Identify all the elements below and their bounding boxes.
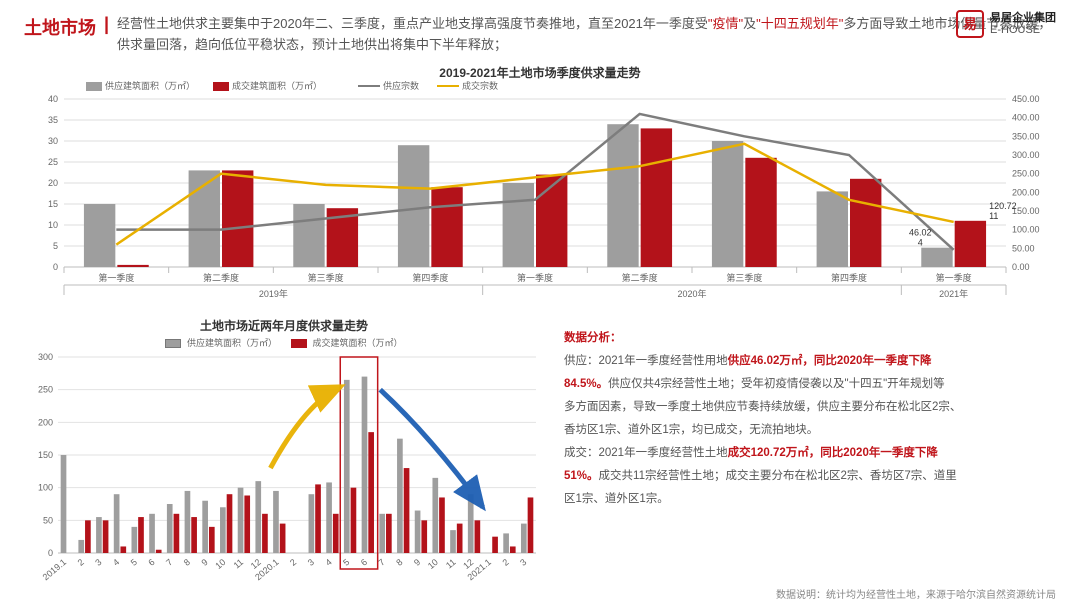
monthly-chart: 土地市场近两年月度供求量走势 供应建筑面积（万㎡） 成交建筑面积（万㎡） 0 50… bbox=[24, 317, 544, 577]
svg-text:100: 100 bbox=[38, 482, 53, 492]
svg-text:9: 9 bbox=[199, 556, 209, 567]
svg-text:350.00: 350.00 bbox=[1012, 131, 1040, 141]
logo-mark-icon: 易 bbox=[956, 10, 984, 38]
svg-text:300.00: 300.00 bbox=[1012, 150, 1040, 160]
svg-text:2019年: 2019年 bbox=[259, 288, 288, 299]
svg-text:第二季度: 第二季度 bbox=[203, 272, 239, 283]
svg-text:5: 5 bbox=[53, 241, 58, 251]
bottom-chart-title: 土地市场近两年月度供求量走势 bbox=[24, 317, 544, 334]
logo-en: E-HOUSE bbox=[990, 24, 1056, 36]
svg-text:50.00: 50.00 bbox=[1012, 243, 1035, 253]
svg-text:6: 6 bbox=[359, 556, 369, 567]
svg-text:2: 2 bbox=[76, 556, 86, 567]
svg-text:第一季度: 第一季度 bbox=[98, 272, 134, 283]
svg-text:150: 150 bbox=[38, 450, 53, 460]
svg-text:2020年: 2020年 bbox=[677, 288, 706, 299]
svg-text:0.00: 0.00 bbox=[1012, 262, 1030, 272]
svg-text:4: 4 bbox=[323, 556, 333, 567]
svg-text:第四季度: 第四季度 bbox=[412, 272, 448, 283]
svg-text:第二季度: 第二季度 bbox=[622, 272, 658, 283]
brand-logo: 易 易居企业集团 E-HOUSE bbox=[956, 10, 1056, 38]
logo-cn: 易居企业集团 bbox=[990, 12, 1056, 24]
svg-text:450.00: 450.00 bbox=[1012, 94, 1040, 104]
svg-text:50: 50 bbox=[43, 515, 53, 525]
svg-text:第三季度: 第三季度 bbox=[726, 272, 762, 283]
svg-text:8: 8 bbox=[394, 556, 404, 567]
svg-text:200: 200 bbox=[38, 417, 53, 427]
svg-text:30: 30 bbox=[48, 136, 58, 146]
svg-text:11: 11 bbox=[444, 556, 458, 570]
header: 土地市场 | 经营性土地供求主要集中于2020年二、三季度，重点产业地支撑高强度… bbox=[0, 0, 1080, 62]
svg-text:2: 2 bbox=[288, 556, 298, 567]
svg-text:2: 2 bbox=[500, 556, 510, 567]
svg-text:250.00: 250.00 bbox=[1012, 168, 1040, 178]
analysis-block: 数据分析： 供应：2021年一季度经营性用地供应46.02万㎡，同比2020年一… bbox=[564, 317, 1056, 577]
top-chart-legend: 供应建筑面积（万㎡）成交建筑面积（万㎡）供应宗数成交宗数 bbox=[86, 79, 498, 92]
svg-text:3: 3 bbox=[306, 556, 316, 567]
svg-text:10: 10 bbox=[48, 220, 58, 230]
footnote: 数据说明：统计均为经营性土地，来源于哈尔滨自然资源统计局 bbox=[776, 586, 1056, 601]
svg-text:3: 3 bbox=[93, 556, 103, 567]
bottom-chart-legend: 供应建筑面积（万㎡） 成交建筑面积（万㎡） bbox=[24, 336, 544, 349]
svg-text:15: 15 bbox=[48, 199, 58, 209]
svg-text:200.00: 200.00 bbox=[1012, 187, 1040, 197]
svg-text:25: 25 bbox=[48, 157, 58, 167]
svg-text:第一季度: 第一季度 bbox=[517, 272, 553, 283]
svg-text:120.72: 120.72 bbox=[989, 200, 1017, 210]
svg-text:10: 10 bbox=[213, 556, 227, 570]
svg-text:11: 11 bbox=[232, 556, 246, 570]
svg-text:2019.1: 2019.1 bbox=[41, 556, 69, 581]
svg-text:35: 35 bbox=[48, 115, 58, 125]
svg-text:2021年: 2021年 bbox=[939, 288, 968, 299]
svg-text:400.00: 400.00 bbox=[1012, 112, 1040, 122]
svg-text:40: 40 bbox=[48, 94, 58, 104]
quarterly-chart: 供应建筑面积（万㎡）成交建筑面积（万㎡）供应宗数成交宗数 0 5 10 15 20 25 3… bbox=[24, 81, 1056, 311]
svg-text:20: 20 bbox=[48, 178, 58, 188]
section-subtitle: 经营性土地供求主要集中于2020年二、三季度，重点产业地支撑高强度节奏推地，直至… bbox=[117, 14, 1056, 56]
svg-text:10: 10 bbox=[426, 556, 440, 570]
analysis-title: 数据分析： bbox=[564, 327, 1056, 350]
svg-text:46.02: 46.02 bbox=[909, 227, 932, 237]
svg-text:4: 4 bbox=[918, 237, 923, 247]
title-divider: | bbox=[104, 14, 109, 35]
svg-text:8: 8 bbox=[182, 556, 192, 567]
svg-text:4: 4 bbox=[111, 556, 121, 567]
svg-text:5: 5 bbox=[129, 556, 139, 567]
svg-text:5: 5 bbox=[341, 556, 351, 567]
svg-text:250: 250 bbox=[38, 384, 53, 394]
svg-text:7: 7 bbox=[164, 556, 174, 567]
svg-text:6: 6 bbox=[146, 556, 156, 567]
svg-text:11: 11 bbox=[989, 210, 998, 220]
svg-text:第三季度: 第三季度 bbox=[308, 272, 344, 283]
svg-text:100.00: 100.00 bbox=[1012, 224, 1040, 234]
svg-text:0: 0 bbox=[53, 262, 58, 272]
svg-text:第一季度: 第一季度 bbox=[936, 272, 972, 283]
svg-text:9: 9 bbox=[412, 556, 422, 567]
svg-text:0: 0 bbox=[48, 548, 53, 558]
svg-text:第四季度: 第四季度 bbox=[831, 272, 867, 283]
section-title: 土地市场 bbox=[24, 14, 96, 40]
svg-text:300: 300 bbox=[38, 352, 53, 362]
svg-text:3: 3 bbox=[518, 556, 528, 567]
